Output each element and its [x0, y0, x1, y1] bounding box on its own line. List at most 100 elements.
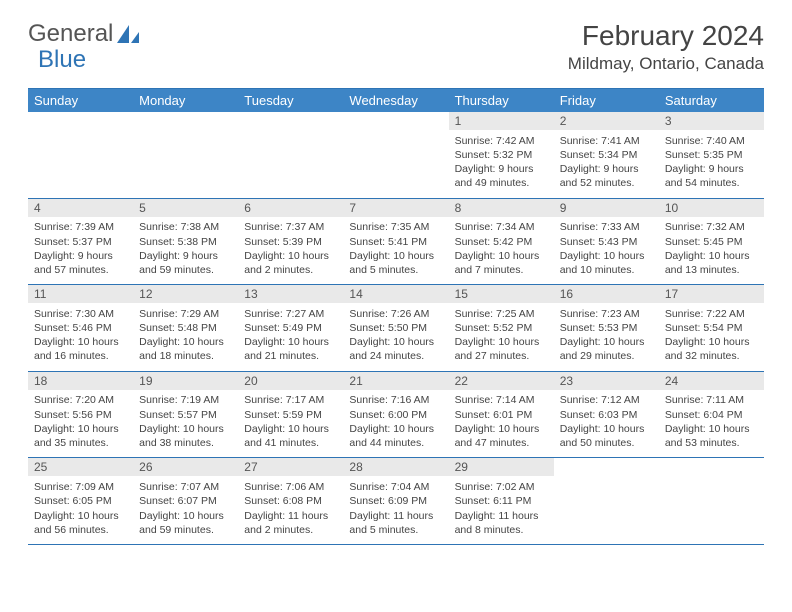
day-number-cell: 1: [449, 112, 554, 130]
sunset-line: Sunset: 5:34 PM: [560, 148, 653, 162]
daylight-line: Daylight: 10 hours and 27 minutes.: [455, 335, 548, 363]
sunset-line: Sunset: 5:45 PM: [665, 235, 758, 249]
sunrise-line: Sunrise: 7:41 AM: [560, 134, 653, 148]
daylight-line: Daylight: 10 hours and 16 minutes.: [34, 335, 127, 363]
day-number-cell: 3: [659, 112, 764, 130]
sunrise-line: Sunrise: 7:37 AM: [244, 220, 337, 234]
daylight-line: Daylight: 10 hours and 56 minutes.: [34, 509, 127, 537]
sunset-line: Sunset: 5:59 PM: [244, 408, 337, 422]
day-detail-cell: Sunrise: 7:19 AMSunset: 5:57 PMDaylight:…: [133, 390, 238, 458]
day-number-cell: 20: [238, 371, 343, 390]
sunrise-line: Sunrise: 7:25 AM: [455, 307, 548, 321]
sunset-line: Sunset: 6:01 PM: [455, 408, 548, 422]
sunset-line: Sunset: 5:42 PM: [455, 235, 548, 249]
sunset-line: Sunset: 6:03 PM: [560, 408, 653, 422]
daylight-line: Daylight: 10 hours and 32 minutes.: [665, 335, 758, 363]
day-number-cell: 9: [554, 198, 659, 217]
day-number-cell: 8: [449, 198, 554, 217]
daynum-row: 123: [28, 112, 764, 130]
day-detail-cell: Sunrise: 7:07 AMSunset: 6:07 PMDaylight:…: [133, 476, 238, 544]
daylight-line: Daylight: 10 hours and 41 minutes.: [244, 422, 337, 450]
location-label: Mildmay, Ontario, Canada: [568, 54, 764, 74]
day-detail-cell: Sunrise: 7:42 AMSunset: 5:32 PMDaylight:…: [449, 130, 554, 198]
weekday-header: Thursday: [449, 89, 554, 112]
sunset-line: Sunset: 5:54 PM: [665, 321, 758, 335]
daylight-line: Daylight: 10 hours and 21 minutes.: [244, 335, 337, 363]
daylight-line: Daylight: 10 hours and 35 minutes.: [34, 422, 127, 450]
sunset-line: Sunset: 5:53 PM: [560, 321, 653, 335]
day-detail-cell: Sunrise: 7:11 AMSunset: 6:04 PMDaylight:…: [659, 390, 764, 458]
calendar-table: SundayMondayTuesdayWednesdayThursdayFrid…: [28, 89, 764, 544]
day-detail-cell: [238, 130, 343, 198]
daylight-line: Daylight: 10 hours and 5 minutes.: [349, 249, 442, 277]
day-detail-cell: Sunrise: 7:40 AMSunset: 5:35 PMDaylight:…: [659, 130, 764, 198]
day-number-cell: 26: [133, 458, 238, 477]
day-number-cell: 25: [28, 458, 133, 477]
day-number-cell: 13: [238, 285, 343, 304]
sunrise-line: Sunrise: 7:09 AM: [34, 480, 127, 494]
sunset-line: Sunset: 5:57 PM: [139, 408, 232, 422]
day-detail-cell: Sunrise: 7:34 AMSunset: 5:42 PMDaylight:…: [449, 217, 554, 285]
daylight-line: Daylight: 9 hours and 49 minutes.: [455, 162, 548, 190]
day-number-cell: 17: [659, 285, 764, 304]
daylight-line: Daylight: 10 hours and 38 minutes.: [139, 422, 232, 450]
daylight-line: Daylight: 9 hours and 57 minutes.: [34, 249, 127, 277]
title-block: February 2024 Mildmay, Ontario, Canada: [568, 20, 764, 74]
day-number-cell: 27: [238, 458, 343, 477]
sunset-line: Sunset: 6:09 PM: [349, 494, 442, 508]
sunset-line: Sunset: 6:11 PM: [455, 494, 548, 508]
day-number-cell: 24: [659, 371, 764, 390]
sunrise-line: Sunrise: 7:26 AM: [349, 307, 442, 321]
sunrise-line: Sunrise: 7:17 AM: [244, 393, 337, 407]
day-detail-cell: [28, 130, 133, 198]
daylight-line: Daylight: 10 hours and 2 minutes.: [244, 249, 337, 277]
sunrise-line: Sunrise: 7:42 AM: [455, 134, 548, 148]
day-detail-cell: [554, 476, 659, 544]
sunrise-line: Sunrise: 7:20 AM: [34, 393, 127, 407]
day-detail-cell: Sunrise: 7:37 AMSunset: 5:39 PMDaylight:…: [238, 217, 343, 285]
daylight-line: Daylight: 10 hours and 50 minutes.: [560, 422, 653, 450]
weekday-header: Monday: [133, 89, 238, 112]
daylight-line: Daylight: 11 hours and 5 minutes.: [349, 509, 442, 537]
day-number-cell: 6: [238, 198, 343, 217]
sunset-line: Sunset: 5:41 PM: [349, 235, 442, 249]
daynum-row: 11121314151617: [28, 285, 764, 304]
day-number-cell: 16: [554, 285, 659, 304]
sunset-line: Sunset: 5:43 PM: [560, 235, 653, 249]
sunset-line: Sunset: 6:04 PM: [665, 408, 758, 422]
day-detail-cell: Sunrise: 7:17 AMSunset: 5:59 PMDaylight:…: [238, 390, 343, 458]
sunrise-line: Sunrise: 7:14 AM: [455, 393, 548, 407]
weekday-header: Friday: [554, 89, 659, 112]
day-number-cell: 5: [133, 198, 238, 217]
day-number-cell: [238, 112, 343, 130]
sunrise-line: Sunrise: 7:39 AM: [34, 220, 127, 234]
daylight-line: Daylight: 10 hours and 29 minutes.: [560, 335, 653, 363]
sunrise-line: Sunrise: 7:40 AM: [665, 134, 758, 148]
logo: General: [28, 20, 141, 48]
day-detail-cell: Sunrise: 7:41 AMSunset: 5:34 PMDaylight:…: [554, 130, 659, 198]
sunrise-line: Sunrise: 7:35 AM: [349, 220, 442, 234]
day-detail-cell: Sunrise: 7:26 AMSunset: 5:50 PMDaylight:…: [343, 303, 448, 371]
logo-sail-icon: [115, 23, 141, 45]
sunrise-line: Sunrise: 7:29 AM: [139, 307, 232, 321]
daylight-line: Daylight: 10 hours and 59 minutes.: [139, 509, 232, 537]
day-number-cell: 29: [449, 458, 554, 477]
day-number-cell: 21: [343, 371, 448, 390]
daynum-row: 2526272829: [28, 458, 764, 477]
header: General February 2024 Mildmay, Ontario, …: [28, 20, 764, 74]
day-detail-cell: Sunrise: 7:06 AMSunset: 6:08 PMDaylight:…: [238, 476, 343, 544]
weekday-header: Wednesday: [343, 89, 448, 112]
sunset-line: Sunset: 5:56 PM: [34, 408, 127, 422]
day-detail-cell: Sunrise: 7:38 AMSunset: 5:38 PMDaylight:…: [133, 217, 238, 285]
sunset-line: Sunset: 5:52 PM: [455, 321, 548, 335]
sunrise-line: Sunrise: 7:04 AM: [349, 480, 442, 494]
day-number-cell: [343, 112, 448, 130]
day-number-cell: [133, 112, 238, 130]
logo-text-general: General: [28, 20, 113, 48]
day-number-cell: 19: [133, 371, 238, 390]
daylight-line: Daylight: 10 hours and 47 minutes.: [455, 422, 548, 450]
day-number-cell: 22: [449, 371, 554, 390]
day-detail-cell: [133, 130, 238, 198]
sunset-line: Sunset: 5:32 PM: [455, 148, 548, 162]
day-detail-cell: Sunrise: 7:39 AMSunset: 5:37 PMDaylight:…: [28, 217, 133, 285]
